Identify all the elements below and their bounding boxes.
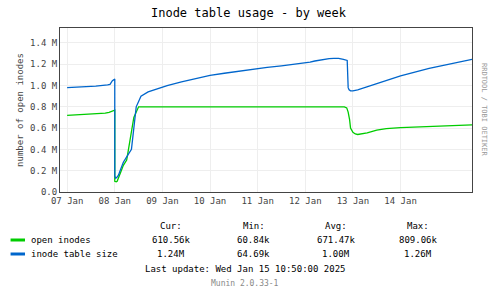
svg-text:09 Jan: 09 Jan: [146, 196, 179, 206]
svg-text:0.8 M: 0.8 M: [30, 102, 58, 112]
svg-text:1.4 M: 1.4 M: [30, 38, 58, 48]
svg-text:08 Jan: 08 Jan: [99, 196, 132, 206]
svg-text:60.84k: 60.84k: [237, 235, 270, 245]
svg-text:07 Jan: 07 Jan: [51, 196, 84, 206]
svg-text:0.2 M: 0.2 M: [30, 166, 58, 176]
svg-text:671.47k: 671.47k: [317, 235, 356, 245]
svg-text:Cur:: Cur:: [160, 221, 182, 231]
svg-text:Last update: Wed Jan 15 10:50:: Last update: Wed Jan 15 10:50:00 2025: [145, 264, 345, 274]
svg-text:13 Jan: 13 Jan: [337, 196, 370, 206]
svg-text:Min:: Min:: [243, 221, 265, 231]
svg-text:11 Jan: 11 Jan: [241, 196, 274, 206]
svg-text:RRDTOOL / TOBI OETIKER: RRDTOOL / TOBI OETIKER: [480, 63, 488, 157]
svg-text:14 Jan: 14 Jan: [384, 196, 417, 206]
svg-text:610.56k: 610.56k: [152, 235, 191, 245]
svg-text:inode table size: inode table size: [31, 249, 118, 259]
svg-text:Inode table usage - by week: Inode table usage - by week: [151, 6, 347, 20]
svg-text:Munin 2.0.33-1: Munin 2.0.33-1: [211, 279, 279, 288]
svg-text:Avg:: Avg:: [325, 221, 347, 231]
svg-text:0.4 M: 0.4 M: [30, 145, 58, 155]
svg-text:1.00M: 1.00M: [322, 249, 350, 259]
svg-text:1.0 M: 1.0 M: [30, 81, 58, 91]
svg-text:12 Jan: 12 Jan: [289, 196, 322, 206]
svg-text:0.0: 0.0: [41, 187, 57, 197]
svg-text:10 Jan: 10 Jan: [194, 196, 227, 206]
svg-text:1.24M: 1.24M: [157, 249, 185, 259]
svg-text:open inodes: open inodes: [31, 235, 91, 245]
svg-text:1.26M: 1.26M: [404, 249, 432, 259]
svg-text:number of open inodes: number of open inodes: [15, 53, 25, 167]
svg-text:64.69k: 64.69k: [237, 249, 270, 259]
svg-text:0.6 M: 0.6 M: [30, 123, 58, 133]
svg-text:1.2 M: 1.2 M: [30, 59, 58, 69]
svg-text:809.06k: 809.06k: [399, 235, 438, 245]
svg-text:Max:: Max:: [407, 221, 429, 231]
